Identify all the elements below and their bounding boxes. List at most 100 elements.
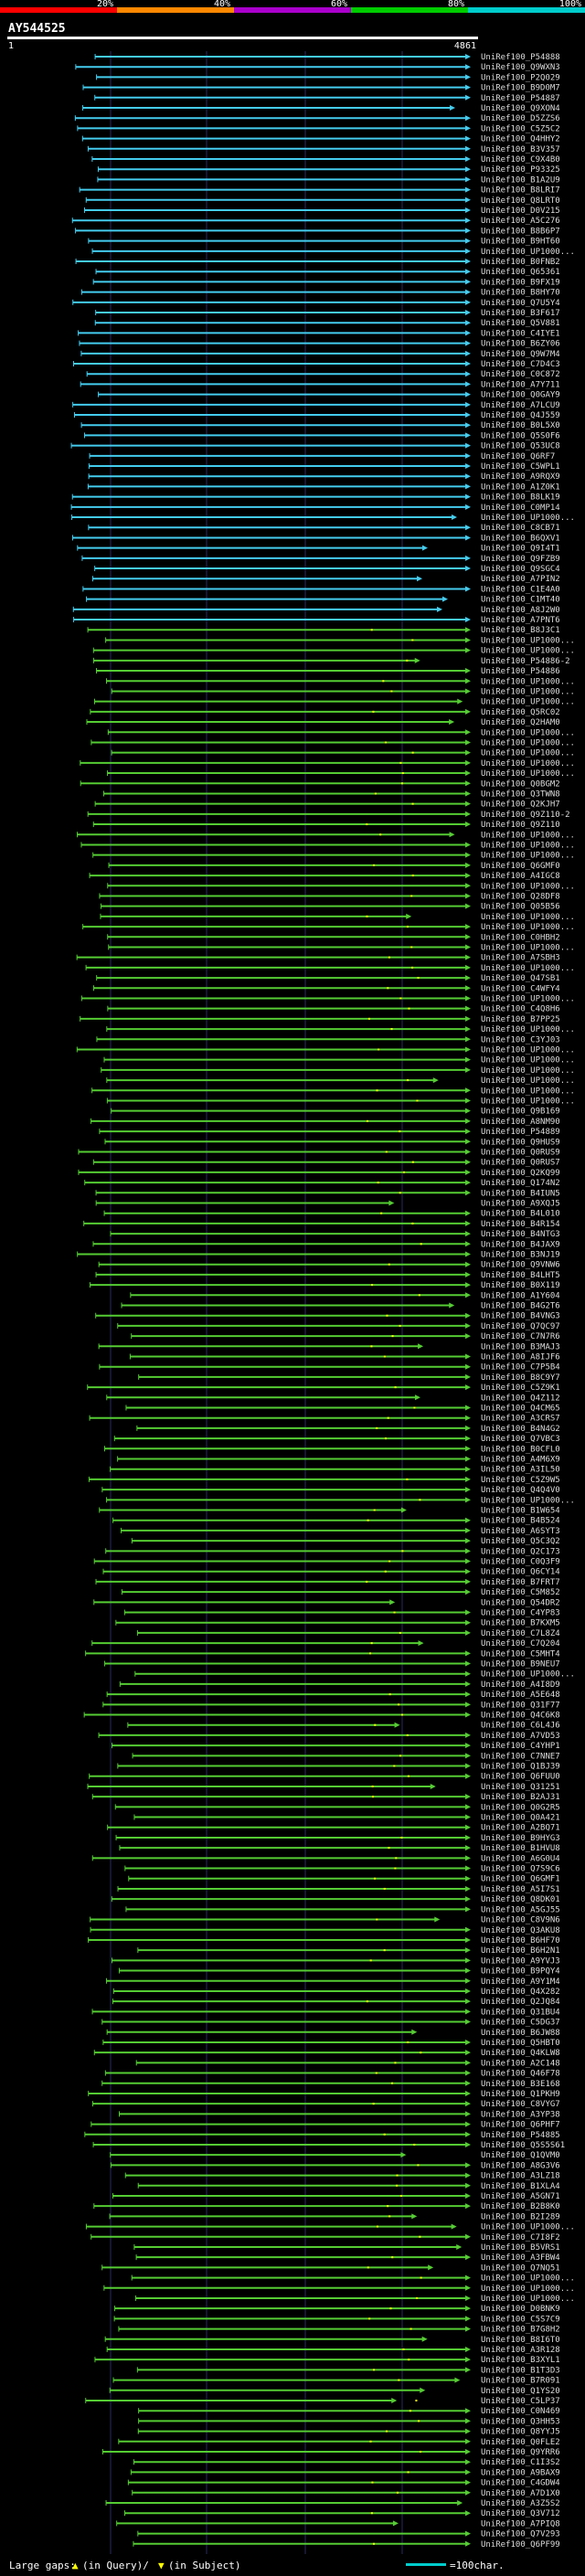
hit-label[interactable]: UniRef100_Q8YYJ5 bbox=[481, 2428, 560, 2437]
hit-label[interactable]: UniRef100_Q0G2R5 bbox=[481, 1803, 560, 1812]
hit-label[interactable]: UniRef100_B3XYL1 bbox=[481, 2356, 560, 2365]
hit-label[interactable]: UniRef100_A7D1X0 bbox=[481, 2489, 560, 2498]
hit-label[interactable]: UniRef100_Q9FZB9 bbox=[481, 555, 560, 564]
hit-label[interactable]: UniRef100_A7VD53 bbox=[481, 1732, 560, 1741]
hit-label[interactable]: UniRef100_Q7V293 bbox=[481, 2530, 560, 2539]
hit-label[interactable]: UniRef100_B4VNG3 bbox=[481, 1312, 560, 1321]
hit-label[interactable]: UniRef100_B0CFL0 bbox=[481, 1445, 560, 1454]
hit-label[interactable]: UniRef100_B7G8H2 bbox=[481, 2326, 560, 2335]
hit-label[interactable]: UniRef100_A2C148 bbox=[481, 2059, 560, 2068]
hit-label[interactable]: UniRef100_Q7U5Y4 bbox=[481, 299, 560, 308]
hit-label[interactable]: UniRef100_Q9W7M4 bbox=[481, 350, 560, 359]
hit-label[interactable]: UniRef100_Q47SB1 bbox=[481, 974, 560, 983]
hit-label[interactable]: UniRef100_C0N469 bbox=[481, 2407, 560, 2416]
hit-label[interactable]: UniRef100_A4M6X9 bbox=[481, 1456, 560, 1465]
hit-label[interactable]: UniRef100_B1HVU8 bbox=[481, 1844, 560, 1853]
hit-label[interactable]: UniRef100_Q5V881 bbox=[481, 319, 560, 328]
hit-label[interactable]: UniRef100_P54888 bbox=[481, 53, 560, 62]
hit-label[interactable]: UniRef100_UP1000... bbox=[481, 1045, 575, 1055]
hit-label[interactable]: UniRef100_UP1000... bbox=[481, 1025, 575, 1034]
hit-label[interactable]: UniRef100_Q9Z110 bbox=[481, 821, 560, 830]
hit-label[interactable]: UniRef100_B2AJ31 bbox=[481, 1793, 560, 1802]
hit-label[interactable]: UniRef100_B5VRS1 bbox=[481, 2243, 560, 2253]
hit-label[interactable]: UniRef100_B4L010 bbox=[481, 1210, 560, 1219]
hit-label[interactable]: UniRef100_A3IL50 bbox=[481, 1466, 560, 1475]
hit-label[interactable]: UniRef100_Q54DR2 bbox=[481, 1598, 560, 1607]
hit-label[interactable]: UniRef100_C4Q8H6 bbox=[481, 1005, 560, 1014]
hit-label[interactable]: UniRef100_A9YVJ3 bbox=[481, 1956, 560, 1966]
hit-label[interactable]: UniRef100_B4G2T6 bbox=[481, 1302, 560, 1311]
hit-label[interactable]: UniRef100_Q1BJ39 bbox=[481, 1763, 560, 1772]
hit-label[interactable]: UniRef100_P54885 bbox=[481, 2131, 560, 2140]
hit-label[interactable]: UniRef100_Q5C3Q2 bbox=[481, 1537, 560, 1546]
hit-label[interactable]: UniRef100_Q4KLW8 bbox=[481, 2049, 560, 2058]
hit-label[interactable]: UniRef100_B9PQY4 bbox=[481, 1967, 560, 1977]
hit-label[interactable]: UniRef100_C1MT40 bbox=[481, 596, 560, 605]
hit-label[interactable]: UniRef100_Q1PKH9 bbox=[481, 2090, 560, 2099]
hit-label[interactable]: UniRef100_Q8LRT0 bbox=[481, 196, 560, 206]
hit-label[interactable]: UniRef100_UP1000... bbox=[481, 728, 575, 737]
hit-label[interactable]: UniRef100_C7L8Z4 bbox=[481, 1629, 560, 1638]
hit-label[interactable]: UniRef100_B2B8K0 bbox=[481, 2202, 560, 2211]
hit-label[interactable]: UniRef100_B7PP25 bbox=[481, 1015, 560, 1024]
hit-label[interactable]: UniRef100_Q0GAY9 bbox=[481, 391, 560, 400]
hit-label[interactable]: UniRef100_A5E648 bbox=[481, 1691, 560, 1700]
hit-label[interactable]: UniRef100_C4YHP1 bbox=[481, 1742, 560, 1751]
hit-label[interactable]: UniRef100_C5Z9W5 bbox=[481, 1476, 560, 1485]
hit-label[interactable]: UniRef100_Q3HH53 bbox=[481, 2417, 560, 2426]
hit-label[interactable]: UniRef100_C0Q3F9 bbox=[481, 1558, 560, 1567]
hit-label[interactable]: UniRef100_UP1000... bbox=[481, 248, 575, 257]
hit-label[interactable]: UniRef100_UP1000... bbox=[481, 1056, 575, 1065]
hit-label[interactable]: UniRef100_UP1000... bbox=[481, 2223, 575, 2232]
hit-label[interactable]: UniRef100_C1E4A0 bbox=[481, 585, 560, 594]
hit-label[interactable]: UniRef100_C0MP14 bbox=[481, 504, 560, 513]
hit-label[interactable]: UniRef100_C7N7R6 bbox=[481, 1332, 560, 1341]
hit-label[interactable]: UniRef100_Q46F78 bbox=[481, 2070, 560, 2079]
hit-label[interactable]: UniRef100_Q1YS20 bbox=[481, 2387, 560, 2396]
hit-label[interactable]: UniRef100_Q6PF99 bbox=[481, 2540, 560, 2549]
hit-label[interactable]: UniRef100_Q0BGM2 bbox=[481, 779, 560, 789]
hit-label[interactable]: UniRef100_Q6PHF7 bbox=[481, 2121, 560, 2130]
hit-label[interactable]: UniRef100_B3MAJ3 bbox=[481, 1342, 560, 1352]
hit-label[interactable]: UniRef100_B8B6P7 bbox=[481, 227, 560, 236]
hit-label[interactable]: UniRef100_A4I8D9 bbox=[481, 1680, 560, 1690]
hit-label[interactable]: UniRef100_A9Y1M4 bbox=[481, 1977, 560, 1987]
hit-label[interactable]: UniRef100_Q2KJH7 bbox=[481, 800, 560, 810]
hit-label[interactable]: UniRef100_UP1000... bbox=[481, 2284, 575, 2294]
hit-label[interactable]: UniRef100_C7Q204 bbox=[481, 1639, 560, 1648]
hit-label[interactable]: UniRef100_Q174N2 bbox=[481, 1179, 560, 1188]
hit-label[interactable]: UniRef100_C7NNE7 bbox=[481, 1752, 560, 1761]
hit-label[interactable]: UniRef100_B9HYG3 bbox=[481, 1834, 560, 1843]
hit-label[interactable]: UniRef100_A4IGC8 bbox=[481, 872, 560, 881]
hit-label[interactable]: UniRef100_C5Z5C2 bbox=[481, 124, 560, 133]
hit-label[interactable]: UniRef100_UP1000... bbox=[481, 514, 575, 523]
hit-label[interactable]: UniRef100_A8IJF6 bbox=[481, 1353, 560, 1362]
hit-label[interactable]: UniRef100_Q9VNW6 bbox=[481, 1261, 560, 1270]
hit-label[interactable]: UniRef100_A7LCU9 bbox=[481, 401, 560, 410]
hit-label[interactable]: UniRef100_B4IUN5 bbox=[481, 1189, 560, 1198]
hit-label[interactable]: UniRef100_P54889 bbox=[481, 1128, 560, 1137]
hit-label[interactable]: UniRef100_C5S7C9 bbox=[481, 2315, 560, 2324]
hit-label[interactable]: UniRef100_C1I3S2 bbox=[481, 2458, 560, 2467]
hit-label[interactable]: UniRef100_UP1000... bbox=[481, 923, 575, 932]
hit-label[interactable]: UniRef100_B0X119 bbox=[481, 1281, 560, 1290]
hit-label[interactable]: UniRef100_P54886-2 bbox=[481, 657, 570, 666]
hit-label[interactable]: UniRef100_UP1000... bbox=[481, 687, 575, 696]
hit-label[interactable]: UniRef100_C3YJ03 bbox=[481, 1035, 560, 1044]
hit-label[interactable]: UniRef100_Q2C173 bbox=[481, 1547, 560, 1556]
hit-label[interactable]: UniRef100_A9XQJ5 bbox=[481, 1199, 560, 1208]
hit-label[interactable]: UniRef100_UP1000... bbox=[481, 831, 575, 840]
hit-label[interactable]: UniRef100_C9X4B0 bbox=[481, 155, 560, 164]
hit-label[interactable]: UniRef100_Q4J559 bbox=[481, 411, 560, 420]
hit-label[interactable]: UniRef100_B4R154 bbox=[481, 1220, 560, 1229]
hit-label[interactable]: UniRef100_C7P5B4 bbox=[481, 1363, 560, 1373]
hit-label[interactable]: UniRef100_Q6FUU0 bbox=[481, 1773, 560, 1782]
hit-label[interactable]: UniRef100_D0V215 bbox=[481, 207, 560, 216]
hit-label[interactable]: UniRef100_C4YP83 bbox=[481, 1609, 560, 1618]
hit-label[interactable]: UniRef100_UP1000... bbox=[481, 636, 575, 645]
hit-label[interactable]: UniRef100_Q5HBT0 bbox=[481, 2039, 560, 2048]
hit-label[interactable]: UniRef100_Q7NQ51 bbox=[481, 2263, 560, 2273]
hit-label[interactable]: UniRef100_A1Y604 bbox=[481, 1291, 560, 1300]
hit-label[interactable]: UniRef100_B9D0M7 bbox=[481, 84, 560, 93]
hit-label[interactable]: UniRef100_UP1000... bbox=[481, 769, 575, 779]
